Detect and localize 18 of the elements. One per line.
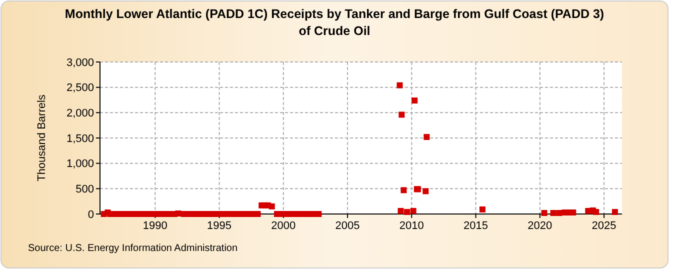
y-tick-label: 1,000 (66, 158, 94, 170)
y-axis-title: Thousand Barrels (36, 94, 48, 182)
chart-title: Monthly Lower Atlantic (PADD 1C) Receipts by Tanker and Barge from Gulf Coast (PADD 3) of Crude Oil (64, 7, 604, 38)
x-tick-label: 2020 (528, 220, 552, 232)
source-note: Source: U.S. Energy Information Administration (28, 243, 238, 254)
y-tick-label: 3,000 (66, 56, 94, 69)
x-tick-label: 2025 (592, 220, 616, 232)
x-tick-label: 1990 (142, 220, 168, 232)
y-tick-label: 500 (76, 184, 94, 196)
x-tick-label: 1995 (207, 220, 232, 232)
y-tick-label: 2,500 (66, 82, 94, 94)
y-tick-label: 2,000 (66, 108, 94, 120)
x-tick-label: 2005 (335, 220, 360, 232)
y-tick-label: 1,500 (66, 132, 94, 145)
x-tick-label: 2015 (464, 220, 488, 232)
y-tick-label: 0 (88, 208, 94, 221)
x-tick-label: 2010 (399, 220, 424, 232)
x-tick-label: 2000 (271, 220, 296, 232)
